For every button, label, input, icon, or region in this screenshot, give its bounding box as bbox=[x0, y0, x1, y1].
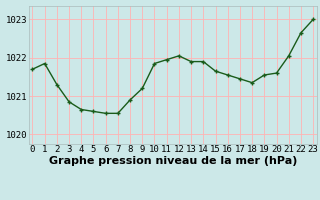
X-axis label: Graphe pression niveau de la mer (hPa): Graphe pression niveau de la mer (hPa) bbox=[49, 156, 297, 166]
